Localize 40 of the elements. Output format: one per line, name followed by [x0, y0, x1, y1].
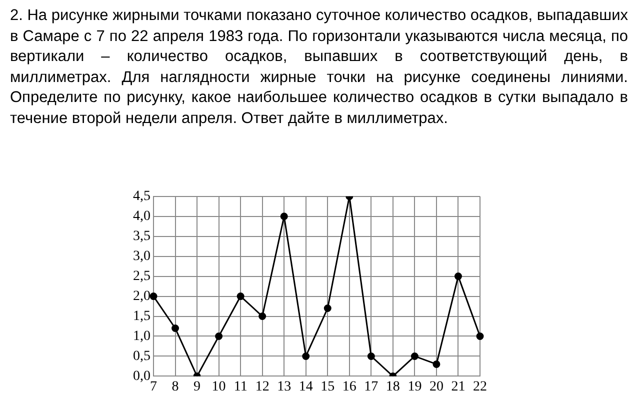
- x-tick-label: 13: [277, 379, 292, 394]
- x-tick-label: 15: [320, 379, 335, 394]
- x-tick-label: 18: [386, 379, 400, 394]
- x-tick-label: 10: [212, 379, 226, 394]
- point: [236, 292, 244, 300]
- y-tick-label: 4,5: [133, 189, 150, 204]
- x-tick-label: 20: [429, 379, 444, 394]
- x-tick-label: 14: [298, 379, 313, 394]
- y-tick-label: 4,0: [133, 209, 150, 224]
- point: [410, 352, 418, 360]
- x-tick-label: 22: [473, 379, 487, 394]
- y-tick-label: 0,5: [133, 348, 150, 364]
- point: [172, 324, 180, 332]
- y-tick-label: 0,0: [133, 368, 150, 384]
- point: [258, 312, 266, 320]
- point: [280, 212, 288, 220]
- x-tick-label: 16: [342, 379, 356, 394]
- chart-title: 2. На рисунке жирными точками показано суточное количество осадков, выпадавших в Самаре с 7 по 22 апреля 1983 года. По горизонтали указываются числа месяца, по вертикали – количество осадков, выпавших в соответствующий день, в миллиметрах. Для наглядности жирные точки на рисунке соединены линиями. Определите по рисунку, какое наибольшее количество осадков в сутки выпадало в течение второй недели апреля. Ответ дайте в миллиметрах.: [10, 6, 628, 128]
- point: [215, 332, 223, 340]
- point: [432, 360, 440, 368]
- point: [367, 352, 375, 360]
- point: [302, 352, 310, 360]
- x-tick-label: 8: [172, 379, 179, 394]
- point: [454, 272, 462, 280]
- y-tick-label: 2,5: [133, 268, 150, 284]
- point: [476, 332, 484, 340]
- y-tick-label: 3,5: [133, 229, 150, 244]
- y-tick-label: 3,0: [133, 249, 150, 264]
- point: [150, 292, 158, 300]
- x-tick-label: 7: [150, 379, 157, 394]
- x-tick-label: 19: [408, 379, 422, 394]
- y-tick-label: 1,0: [133, 328, 150, 344]
- y-tick-label: 2,0: [133, 288, 150, 304]
- x-tick-label: 9: [194, 379, 201, 394]
- y-tick-label: 1,5: [133, 308, 150, 324]
- x-tick-label: 21: [451, 379, 466, 394]
- point: [324, 304, 332, 312]
- x-tick-label: 11: [234, 379, 248, 394]
- x-tick-label: 12: [255, 379, 270, 394]
- x-tick-label: 17: [364, 379, 378, 394]
